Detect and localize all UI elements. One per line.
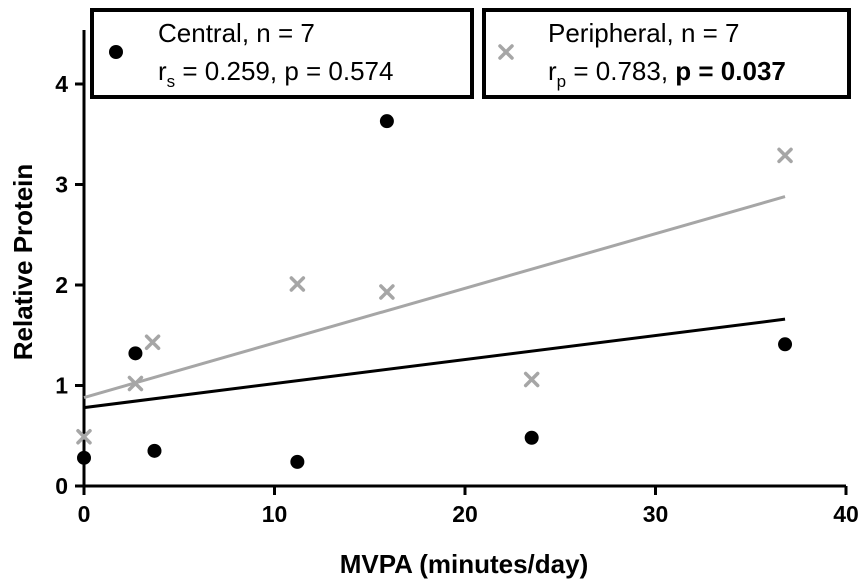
fit-line-peripheral bbox=[83, 195, 786, 400]
x-tick-label: 40 bbox=[833, 501, 859, 527]
point-central bbox=[524, 430, 539, 445]
point-peripheral bbox=[289, 276, 306, 292]
legend-central-stats: rs = 0.259, p = 0.574 bbox=[158, 56, 393, 91]
legend-central-title: Central, n = 7 bbox=[158, 18, 315, 48]
y-tick-label: 3 bbox=[55, 172, 68, 198]
point-peripheral bbox=[379, 284, 395, 300]
legend-peripheral: Peripheral, n = 7 rp = 0.783, p = 0.037 bbox=[482, 8, 851, 99]
point-central bbox=[77, 450, 91, 465]
legends: Central, n = 7 rs = 0.259, p = 0.574 Per… bbox=[90, 8, 851, 99]
y-axis-title: Relative Protein bbox=[8, 164, 38, 361]
fit-lines bbox=[83, 195, 786, 410]
legend-central: Central, n = 7 rs = 0.259, p = 0.574 bbox=[90, 8, 474, 99]
point-central bbox=[290, 454, 305, 469]
x-axis-title: MVPA (minutes/day) bbox=[340, 549, 588, 579]
y-tick-label: 1 bbox=[55, 373, 68, 399]
legend-peripheral-title: Peripheral, n = 7 bbox=[548, 18, 740, 48]
legend-peripheral-marker bbox=[498, 44, 514, 60]
point-peripheral bbox=[523, 371, 540, 388]
y-tick-label: 2 bbox=[55, 272, 68, 298]
x-tick-label: 20 bbox=[452, 501, 478, 527]
point-central bbox=[128, 346, 143, 361]
legend-central-box bbox=[90, 8, 474, 99]
x-tick-label: 0 bbox=[78, 501, 91, 527]
y-tick-label: 4 bbox=[55, 71, 68, 97]
legend-central-marker bbox=[109, 45, 123, 59]
data-points bbox=[76, 114, 793, 469]
fit-line-central bbox=[83, 317, 786, 410]
legend-peripheral-box bbox=[482, 8, 851, 99]
point-peripheral bbox=[777, 147, 793, 164]
x-tick-label: 10 bbox=[262, 501, 288, 527]
point-peripheral bbox=[76, 429, 92, 445]
y-tick-label: 0 bbox=[55, 473, 68, 499]
axes: 0 10 20 30 40 0 1 2 3 4 bbox=[55, 30, 859, 527]
point-central bbox=[147, 443, 162, 458]
point-central bbox=[379, 114, 394, 129]
x-tick-label: 30 bbox=[643, 501, 669, 527]
point-peripheral bbox=[144, 334, 161, 351]
point-peripheral bbox=[127, 375, 144, 392]
point-central bbox=[778, 337, 793, 352]
legend-peripheral-stats: rp = 0.783, p = 0.037 bbox=[548, 56, 786, 91]
